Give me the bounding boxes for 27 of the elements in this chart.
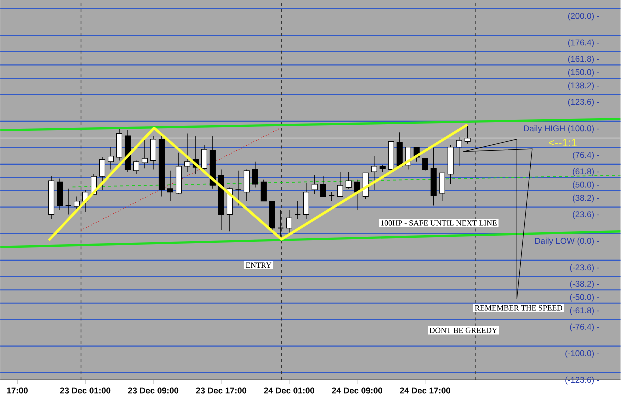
y-tick-label: (38.2) - [573,194,600,203]
y-tick-label: (61.8) - [573,168,600,176]
y-tick-label: (-50.0) - [570,294,600,302]
x-tick-label: 24 Dec 01:00 [264,388,315,394]
y-tick-label: (76.4) - [573,152,600,160]
y-tick-label: Daily HIGH (100.0) - [524,125,600,134]
x-tick-label: 23 Dec 09:00 [128,388,179,394]
x-tick-label: 23 Dec 17:00 [196,388,247,394]
annotation: <--1:1 [549,139,577,147]
y-tick-label: (-76.4) - [570,324,600,332]
x-tick-label: 24 Dec 09:00 [332,388,382,394]
y-tick-label: (161.8) - [568,56,600,64]
y-tick-label: (138.2) - [568,82,600,90]
y-tick-label: (123.6) - [568,98,600,107]
y-tick-label: (-100.0) - [566,350,600,358]
x-tick-label: 23 Dec 01:00 [60,388,111,394]
y-tick-label: (150.0) - [568,69,600,78]
y-tick-label: (-38.2) - [570,280,600,289]
y-tick-label: (-23.6) - [570,264,600,272]
y-tick-label: (176.4) - [568,39,600,48]
y-tick-label: Daily LOW (0.0) - [535,238,600,246]
y-tick-label: (50.0) - [573,182,600,190]
y-tick-label: (23.6) - [573,211,600,220]
y-tick-label: (200.0) - [568,12,600,21]
y-tick-label: (-61.8) - [570,307,600,316]
x-tick-label: 24 Dec 17:00 [400,388,450,394]
x-tick-label: 17:00 [7,388,28,394]
